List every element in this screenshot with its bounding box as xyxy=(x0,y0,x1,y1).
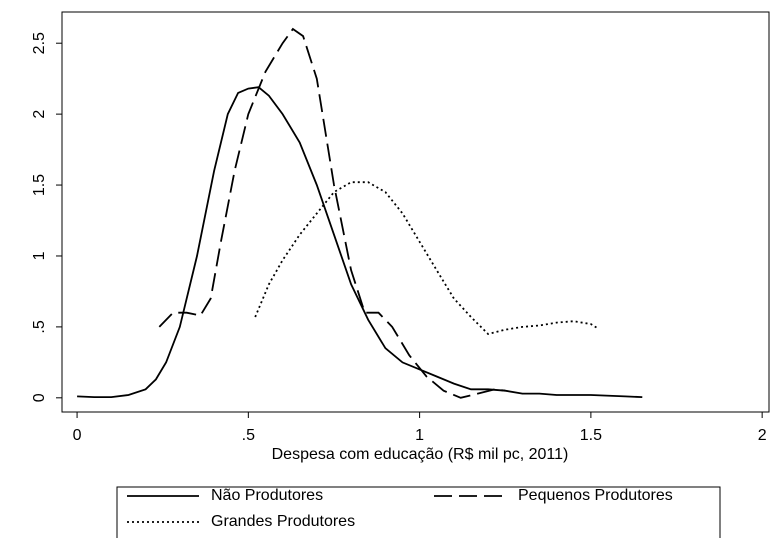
y-tick-label: 2.5 xyxy=(31,32,48,54)
x-tick-label: 1 xyxy=(415,427,424,444)
y-tick-label: .5 xyxy=(31,320,48,333)
x-tick-label: 2 xyxy=(758,427,767,444)
legend-label: Grandes Produtores xyxy=(211,513,355,530)
y-tick-label: 1 xyxy=(31,251,48,260)
y-tick-label: 0 xyxy=(31,393,48,402)
legend-label: Não Produtores xyxy=(211,487,323,504)
y-tick-label: 1.5 xyxy=(31,174,48,196)
density-line xyxy=(77,86,643,398)
density-line xyxy=(158,27,506,399)
density-line xyxy=(254,181,599,335)
legend-box xyxy=(116,486,721,538)
x-tick-label: 0 xyxy=(73,427,82,444)
x-tick-label: .5 xyxy=(242,427,255,444)
legend-label: Pequenos Produtores xyxy=(518,487,673,504)
plot-frame xyxy=(61,11,770,413)
x-tick-label: 1.5 xyxy=(580,427,602,444)
x-axis-label: Despesa com educação (R$ mil pc, 2011) xyxy=(272,446,569,463)
y-tick-label: 2 xyxy=(31,110,48,119)
